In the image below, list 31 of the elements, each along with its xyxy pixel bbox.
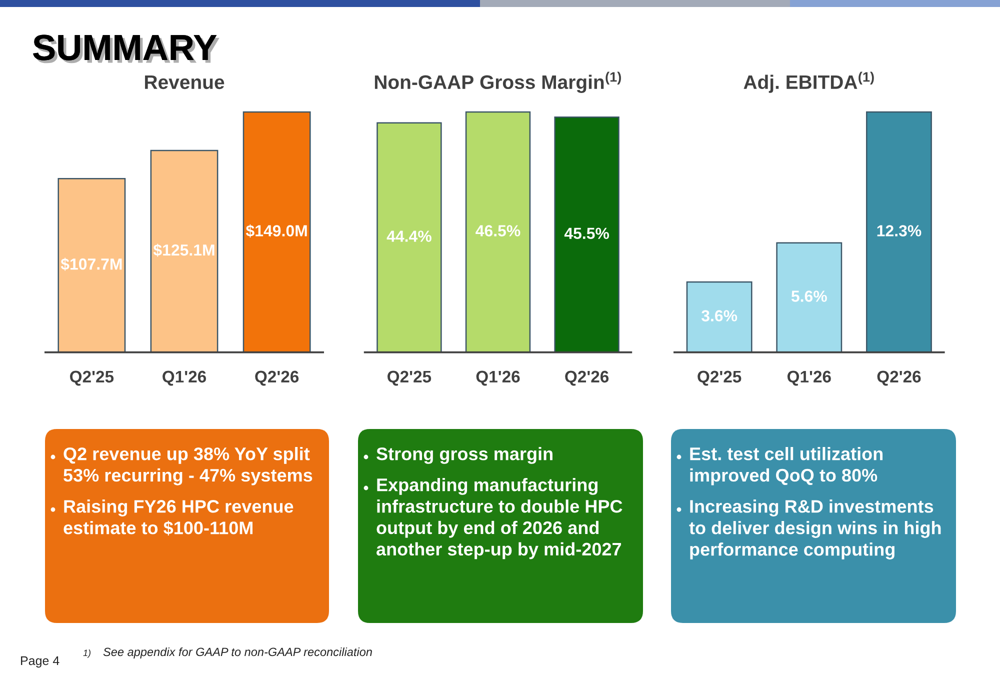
chart-title: Revenue (145, 76, 224, 90)
text: Page 4 (21, 656, 60, 668)
text: Raising FY26 HPC revenue estimate to $100-110M (64, 500, 294, 536)
x-tick-label: Q2'26 (877, 370, 921, 386)
x-tick-label: Q1'26 (476, 370, 520, 386)
text: Increasing R&D investments to deliver design wins in high performance computing (689, 500, 941, 560)
x-tick-label: Q1'26 (787, 370, 831, 386)
x-tick-label: Q1'26 (162, 370, 206, 386)
data-label: 3.6% (701, 310, 738, 322)
text: Strong gross margin (376, 447, 552, 464)
chart-title: Adj. EBITDA$^{(1)}$ (744, 72, 874, 93)
data-label: 46.5% (476, 225, 520, 236)
text: Q2 revenue up 38% YoY split 53% recurring - 47% systems (64, 447, 312, 486)
x-tick-label: Q2'26 (255, 370, 299, 386)
chart-title: Non-GAAP Gross Margin$^{(1)}$ (374, 72, 621, 93)
data-label: $107.7M (60, 258, 122, 271)
x-tick-label: Q2'25 (698, 370, 742, 386)
text: Est. test cell utilization improved QoQ to 80% (690, 447, 883, 486)
data-label: 12.3% (877, 225, 922, 236)
data-label: $125.1M (153, 244, 214, 257)
text: See appendix for GAAP to non-GAAP reconciliation (103, 647, 372, 658)
x-tick-label: Q2'25 (388, 370, 432, 386)
x-tick-label: Q2'26 (565, 370, 609, 386)
data-label: 45.5% (564, 228, 610, 240)
x-tick-label: Q2'25 (70, 370, 114, 386)
text: 1) (83, 649, 90, 658)
data-label: $149.0M (246, 224, 307, 238)
text: SUMMARY (33, 34, 220, 64)
text: Expanding manufacturing infrastructure to double HPC output by end of 2026 and another step-up by mid-2027 (376, 478, 622, 560)
data-label: 5.6% (791, 290, 827, 302)
data-label: 44.4% (386, 230, 432, 242)
